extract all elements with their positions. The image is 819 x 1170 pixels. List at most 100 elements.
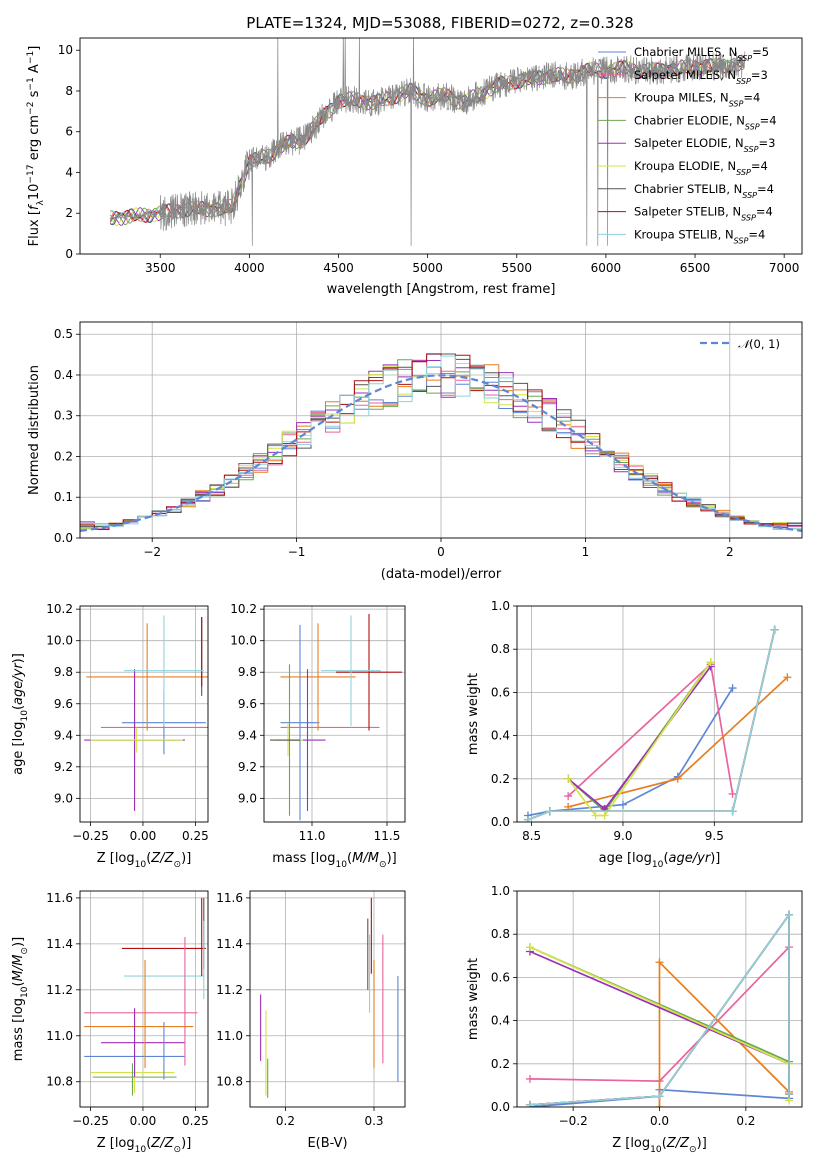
weight-marker [655, 1092, 664, 1101]
x-tick-label: 5000 [412, 261, 443, 275]
y-tick-label: 11.4 [216, 937, 243, 951]
x-tick-label: −0.25 [72, 1114, 109, 1128]
weight-line [567, 662, 734, 797]
weight-line [529, 912, 790, 1106]
weight-marker [523, 815, 532, 822]
panel-age_vs_mass: 11.0 11.5 9.0 9.2 9.4 9.6 9.8 10.0 10.2 mass [log… [230, 602, 406, 870]
panel-weight_vs_Z: −0.2 0.0 0.2 0.0 0.2 0.4 0.6 0.8 1.0 Z [log10(Z/Z… [466, 884, 803, 1155]
panel-weight_vs_age: 8.5 9.0 9.5 0.0 0.2 0.4 0.6 0.8 1.0 age [log10(ag… [466, 599, 803, 870]
weight-marker [525, 1074, 534, 1083]
legend-entry: Chabrier STELIB, NSSP=4 [634, 182, 774, 200]
y-tick-label: 0.1 [54, 490, 73, 504]
x-tick-label: 9.0 [613, 829, 632, 843]
y-tick-label: 0 [65, 247, 73, 261]
histogram-kroupa-stelib [80, 355, 802, 530]
axes-frame [263, 605, 406, 823]
weight-line [567, 661, 712, 817]
weight-marker [564, 774, 573, 783]
y-tick-label: 9.6 [238, 697, 257, 711]
y-tick-label: 0.0 [54, 531, 73, 545]
y-tick-label: 11.2 [46, 983, 73, 997]
weight-marker [655, 1103, 664, 1107]
y-tick-label: 4 [65, 165, 73, 179]
weight-marker [785, 1090, 794, 1099]
x-tick-label: 5500 [501, 261, 532, 275]
x-tick-label: 3500 [145, 261, 176, 275]
y-tick-label: 0.2 [491, 772, 510, 786]
weight-marker [655, 958, 664, 967]
legend-entry: Salpeter MILES, NSSP=3 [634, 68, 768, 86]
y-tick-label: 9.8 [54, 665, 73, 679]
y-tick-label: 0.4 [54, 368, 73, 382]
x-tick-label: 0.2 [276, 1114, 295, 1128]
y-tick-label: 6 [65, 125, 73, 139]
legend-entry: Salpeter ELODIE, NSSP=3 [634, 136, 775, 154]
y-tick-label: 0.4 [491, 1014, 510, 1028]
plot-area-age_vs_Z [80, 606, 208, 822]
weight-marker [564, 802, 573, 811]
y-tick-label: 10.0 [46, 634, 73, 648]
y-tick-label: 9.4 [54, 728, 73, 742]
weight-line [567, 676, 788, 808]
y-tick-label: 9.4 [238, 728, 257, 742]
panel-age_vs_Z: −0.25 0.00 0.25 9.0 9.2 9.4 9.6 9.8 10.0 10.2 Z [l… [11, 602, 209, 870]
x-tick-label: 6500 [680, 261, 711, 275]
y-tick-label: 0.2 [54, 449, 73, 463]
y-tick-label: 0.6 [491, 685, 510, 699]
weight-marker [728, 807, 737, 816]
legend-entry: Kroupa ELODIE, NSSP=4 [634, 159, 768, 177]
x-tick-label: −0.25 [72, 829, 109, 843]
x-tick-label: 7000 [769, 261, 800, 275]
x-tick-label: 4000 [234, 261, 265, 275]
x-tick-label: 0.3 [364, 1114, 383, 1128]
x-axis-label: mass [log10(M/M⊙)] [272, 851, 396, 870]
y-tick-label: 11.0 [216, 1029, 243, 1043]
y-tick-label: 0.6 [491, 970, 510, 984]
y-tick-label: 2 [65, 206, 73, 220]
y-tick-label: 9.0 [238, 791, 257, 805]
y-tick-label: 10.0 [230, 634, 257, 648]
y-axis-label: Normed distribution [27, 365, 42, 495]
legend-entry: Kroupa MILES, NSSP=4 [634, 91, 760, 109]
y-axis-label: mass [log10(M/M⊙)] [11, 937, 30, 1061]
weight-marker [600, 811, 609, 820]
weight-line [527, 687, 734, 817]
y-axis-label: Flux [fλ10−17 erg cm−2 s−1 A−1] [26, 46, 46, 247]
plot-area-mass_vs_EBV [250, 891, 405, 1107]
y-tick-label: 11.6 [46, 891, 73, 905]
x-tick-label: 11.0 [299, 829, 326, 843]
x-tick-label: 2 [726, 545, 734, 559]
y-tick-label: 0.5 [54, 327, 73, 341]
x-tick-label: 9.5 [705, 829, 724, 843]
x-tick-label: 11.5 [374, 829, 401, 843]
x-tick-label: 0.0 [650, 1114, 669, 1128]
y-tick-label: 10.8 [216, 1075, 243, 1089]
weight-marker [591, 811, 600, 820]
axes-frame [516, 605, 803, 823]
y-tick-label: 10.2 [46, 602, 73, 616]
weight-marker [525, 1100, 534, 1107]
x-axis-label: (data-model)/error [381, 567, 502, 582]
x-axis-label: Z [log10(Z/Z⊙)] [97, 851, 192, 870]
legend-entry: Chabrier MILES, NSSP=5 [634, 45, 769, 63]
panel-mass_vs_Z: −0.25 0.00 0.25 10.8 11.0 11.2 11.4 11.6 Z [log1… [11, 890, 209, 1155]
y-axis-label: mass weight [466, 958, 481, 1040]
y-tick-label: 9.0 [54, 791, 73, 805]
x-tick-label: 4500 [323, 261, 354, 275]
plot-area-weight_vs_age [517, 606, 802, 822]
plot-area-age_vs_mass [264, 606, 405, 822]
panel-spectrum: 3500 4000 4500 5000 5500 6000 6500 7000 0 2 4 6 8 10 w… [26, 37, 803, 297]
x-tick-label: −1 [288, 545, 306, 559]
weight-marker [545, 807, 554, 816]
y-tick-label: 11.2 [216, 983, 243, 997]
observed-spectrum [109, 38, 746, 246]
y-tick-label: 10.2 [230, 602, 257, 616]
axes-frame [79, 890, 209, 1108]
normal-curve [80, 374, 802, 532]
y-tick-label: 0.0 [491, 815, 510, 829]
y-tick-label: 10 [58, 43, 73, 57]
y-tick-label: 1.0 [491, 599, 510, 613]
y-tick-label: 1.0 [491, 884, 510, 898]
plot-area-weight_vs_Z [517, 891, 802, 1107]
